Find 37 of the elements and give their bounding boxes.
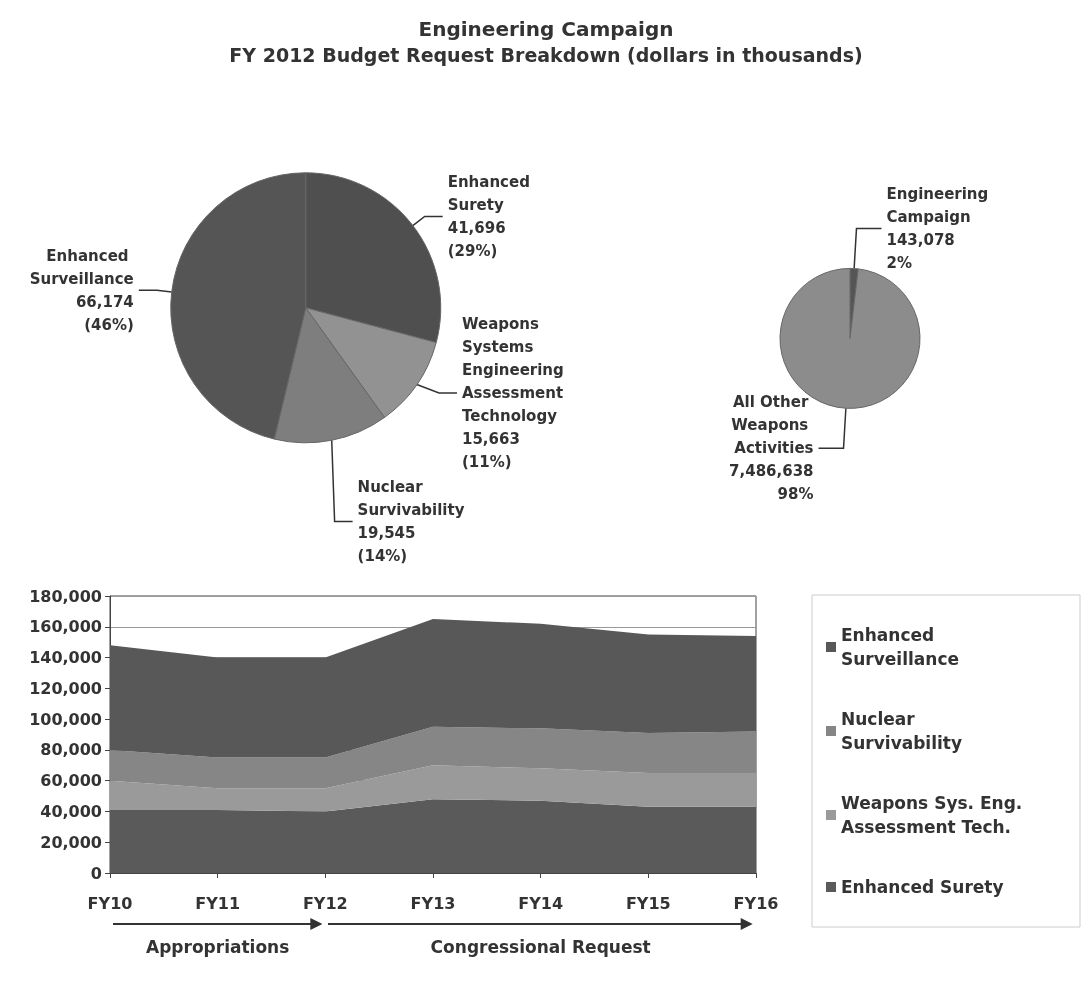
slice-label: Weapons Systems Engineering Assessment Technology: [461, 315, 569, 426]
x-tick-label: FY13: [410, 893, 456, 913]
text: Appropriations: [146, 937, 290, 957]
y-tick-label: 100,000: [29, 709, 102, 729]
x-tick-label: FY11: [195, 893, 241, 913]
x-tick-label: FY12: [302, 893, 348, 913]
data-label: 7,486,638 98%: [729, 462, 814, 504]
legend-label: Enhanced Surveillance: [841, 625, 960, 669]
y-tick-label: 140,000: [29, 648, 102, 668]
legend-label: Enhanced Surety: [841, 877, 1004, 897]
slice-label: Engineering Campaign: [886, 185, 994, 227]
y-tick-label: 0: [90, 863, 102, 883]
legend-label: Weapons Sys. Eng. Assessment Tech.: [841, 793, 1029, 837]
chart-subtitle: FY 2012 Budget Request Breakdown (dollars in thousands): [229, 43, 863, 66]
x-tick-label: FY16: [733, 893, 779, 913]
slice-label: Enhanced Surveillance: [29, 246, 134, 288]
text: Congressional Request: [430, 937, 651, 957]
y-tick-label: 160,000: [29, 617, 102, 637]
x-tick-label: FY15: [625, 893, 671, 913]
slice-label: All Other Weapons Activities: [731, 393, 814, 458]
slice-label: Enhanced Surety: [447, 172, 536, 214]
y-tick-label: 60,000: [40, 771, 102, 791]
data-label: 19,545 (14%): [357, 524, 416, 566]
chart-title: Engineering Campaign: [418, 17, 674, 41]
slice-label: Nuclear Survivability: [357, 478, 465, 520]
y-tick-label: 180,000: [29, 586, 102, 606]
data-label: 41,696 (29%): [447, 218, 506, 260]
y-tick-label: 40,000: [40, 801, 102, 821]
legend-label: Nuclear Survivability: [841, 709, 963, 753]
data-label: 143,078 2%: [886, 231, 955, 273]
data-label: 66,174 (46%): [75, 292, 134, 334]
x-tick-label: FY14: [518, 893, 564, 913]
data-label: 15,663 (11%): [461, 430, 520, 472]
y-tick-label: 80,000: [40, 740, 102, 760]
x-tick-label: FY10: [87, 893, 133, 913]
y-tick-label: 20,000: [40, 832, 102, 852]
y-tick-label: 120,000: [29, 678, 102, 698]
